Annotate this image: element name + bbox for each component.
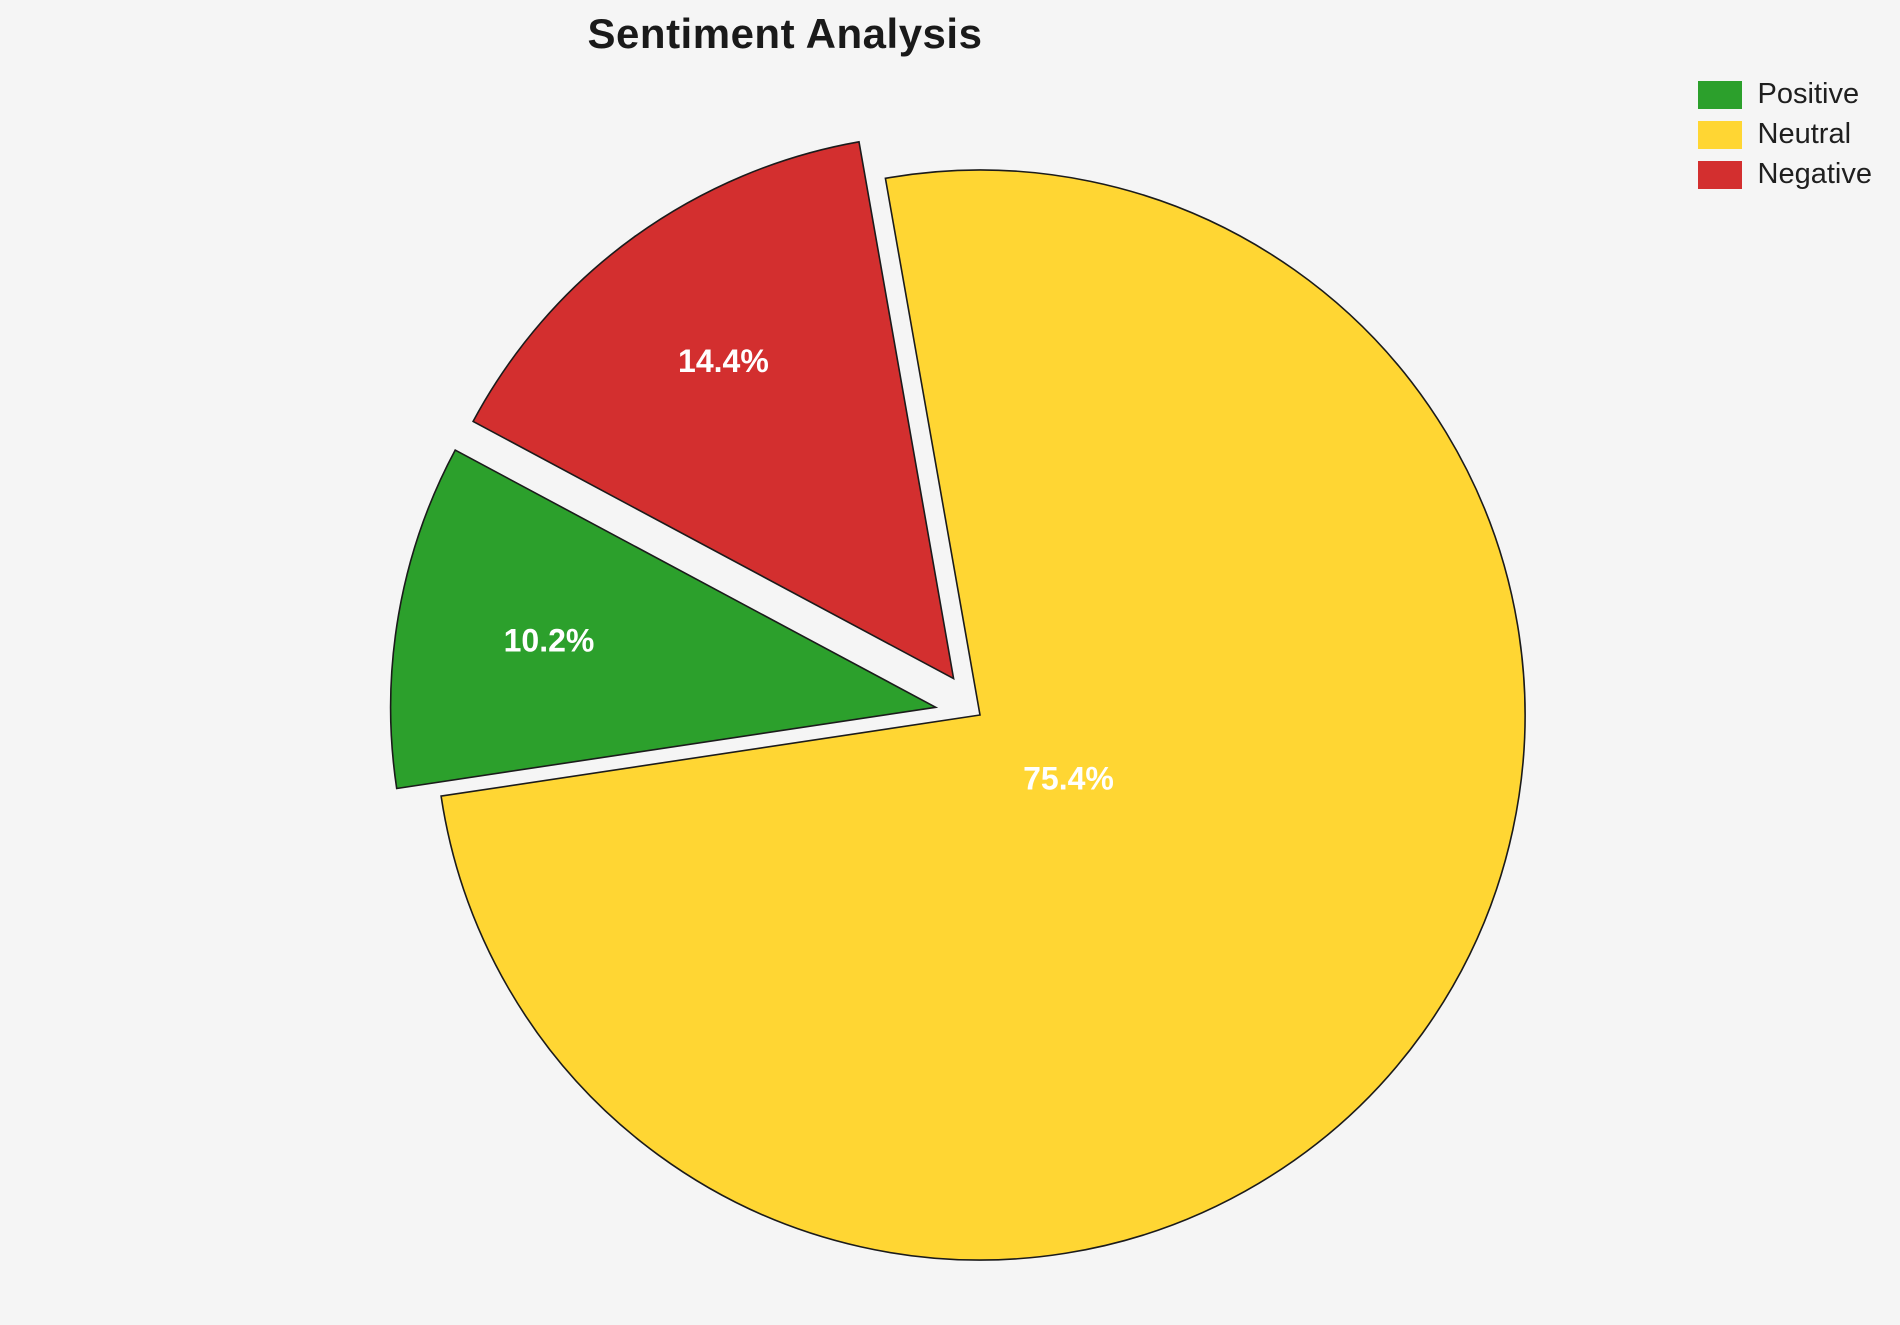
legend-item-neutral[interactable]: Neutral	[1697, 118, 1872, 150]
legend: Positive Neutral Negative	[1697, 78, 1872, 190]
legend-swatch-negative	[1697, 160, 1742, 189]
pie-slice-positive[interactable]	[389, 449, 939, 790]
legend-item-positive[interactable]: Positive	[1697, 78, 1872, 110]
pie-slice-percent-label-negative: 14.4%	[678, 343, 769, 379]
legend-label-neutral: Neutral	[1757, 118, 1852, 150]
pie-slice-percent-label-neutral: 75.4%	[1023, 761, 1114, 797]
legend-label-negative: Negative	[1757, 158, 1872, 190]
legend-swatch-neutral	[1697, 120, 1742, 149]
legend-swatch-positive	[1697, 80, 1742, 109]
pie-slice-neutral[interactable]	[440, 169, 1526, 1261]
legend-item-negative[interactable]: Negative	[1697, 158, 1872, 190]
pie-slice-negative[interactable]	[472, 140, 955, 681]
chart-title: Sentiment Analysis	[587, 10, 983, 57]
pie-slice-percent-label-positive: 10.2%	[504, 623, 595, 659]
legend-label-positive: Positive	[1757, 78, 1860, 110]
